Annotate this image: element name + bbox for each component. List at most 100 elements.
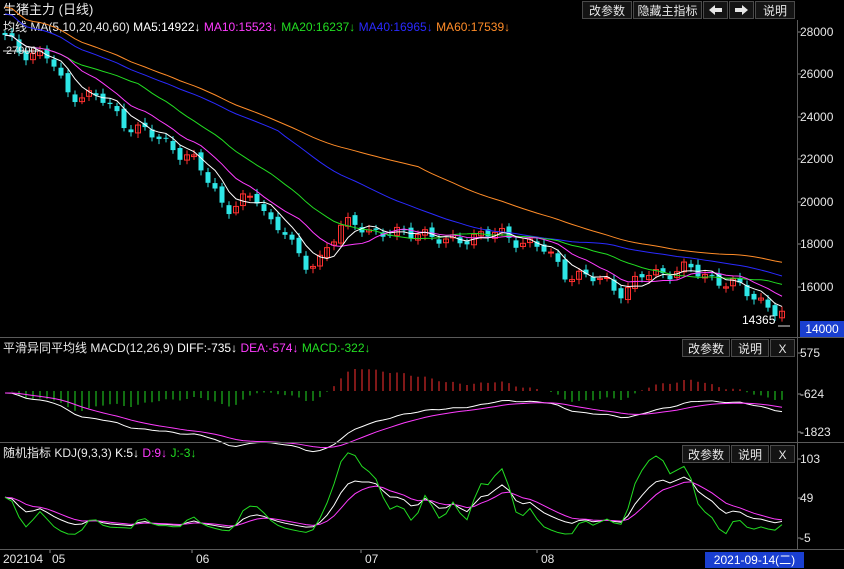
macd-macd-value: MACD:-322↓ — [301, 341, 371, 355]
ma-params: MA(5,10,20,40,60) — [30, 20, 130, 34]
change-params-button[interactable]: 改参数 — [582, 1, 632, 19]
candle-body — [65, 73, 71, 93]
price-axis-divider — [797, 20, 798, 549]
candle-body — [716, 273, 722, 286]
macd-histogram — [11, 369, 783, 411]
candle-body — [310, 265, 316, 269]
candle-body — [744, 284, 750, 297]
candle-body — [751, 293, 757, 300]
candle-body — [758, 297, 764, 301]
macd-diff-value: DIFF:-735↓ — [177, 341, 238, 355]
macd-legend: 平滑异同平均线 MACD(12,26,9) DIFF:-735↓ DEA:-57… — [3, 341, 371, 355]
candle-body — [268, 212, 274, 220]
candle-body — [597, 277, 603, 281]
ma10-line — [4, 34, 783, 297]
current-price-box: 14000 — [800, 321, 844, 337]
candle-body — [639, 274, 645, 278]
candle-body — [177, 148, 183, 160]
candle-body — [226, 205, 232, 215]
candle-body — [93, 93, 99, 96]
time-axis-divider — [0, 549, 844, 550]
candle-body — [695, 264, 701, 277]
candle-body — [352, 215, 358, 225]
help-button[interactable]: 说明 — [755, 1, 795, 19]
y-tick-26000: 26000 — [800, 67, 834, 81]
candle-body — [156, 136, 162, 140]
macd-y-tick-mid: -624 — [800, 387, 825, 401]
candle-body — [2, 32, 8, 36]
candle-body — [534, 241, 540, 247]
main-panel-divider — [0, 337, 844, 338]
candle-body — [737, 277, 743, 283]
candle-body — [233, 205, 239, 214]
y-tick-24000: 24000 — [800, 110, 834, 124]
candle-body — [555, 253, 561, 262]
candle-body — [443, 238, 449, 244]
candle-body — [709, 274, 715, 276]
kdj-params-button[interactable]: 改参数 — [682, 445, 730, 463]
candle-body — [520, 242, 526, 247]
time-label-06: 06 — [196, 552, 210, 566]
kdj-help-button[interactable]: 说明 — [731, 445, 769, 463]
candle-body — [289, 234, 295, 240]
macd-help-button[interactable]: 说明 — [731, 339, 769, 357]
candle-body — [170, 141, 176, 151]
candle-body — [198, 152, 204, 171]
kdj-legend: 随机指标 KDJ(9,3,3) K:5↓ D:9↓ J:-3↓ — [3, 446, 196, 460]
candlestick-series — [2, 28, 785, 322]
candle-body — [562, 259, 568, 280]
macd-params: MACD(12,26,9) — [90, 341, 174, 355]
candle-body — [723, 286, 729, 289]
arrow-left-icon[interactable] — [703, 1, 728, 19]
arrow-right-icon[interactable] — [729, 1, 754, 19]
candle-body — [128, 129, 134, 133]
candle-body — [646, 275, 652, 281]
kdj-j-value: J:-3↓ — [170, 446, 197, 460]
candle-body — [191, 154, 197, 158]
candle-body — [583, 269, 589, 275]
candle-body — [702, 273, 708, 279]
macd-close-button[interactable]: X — [770, 339, 795, 357]
candle-body — [261, 204, 267, 211]
candle-body — [429, 227, 435, 237]
candle-body — [660, 268, 666, 274]
kdj-d-value: D:9↓ — [142, 446, 168, 460]
ma5-value: MA5:14922↓ — [133, 20, 201, 34]
candle-body — [730, 278, 736, 287]
arrow-left-icon-glyph — [709, 5, 722, 15]
candle-body — [548, 251, 554, 254]
candle-body — [254, 193, 260, 204]
candle-body — [219, 186, 225, 203]
kdj-k-value: K:5↓ — [115, 446, 140, 460]
macd-params-button[interactable]: 改参数 — [682, 339, 730, 357]
ma5-line — [4, 34, 783, 307]
kdj-close-button[interactable]: X — [770, 445, 795, 463]
candle-body — [30, 52, 36, 61]
candle-body — [240, 193, 246, 207]
candle-body — [415, 234, 421, 241]
candle-body — [282, 232, 288, 235]
candle-body — [653, 269, 659, 276]
candle-body — [58, 67, 64, 76]
candle-body — [618, 288, 624, 299]
candle-body — [632, 275, 638, 289]
ma20-value: MA20:16237↓ — [281, 20, 356, 34]
y-tick-16000: 16000 — [800, 280, 834, 294]
candle-body — [625, 287, 631, 301]
candle-body — [373, 228, 379, 230]
candle-body — [135, 124, 141, 134]
candle-body — [303, 255, 309, 270]
candle-body — [611, 279, 617, 291]
candle-body — [79, 97, 85, 103]
candle-body — [485, 229, 491, 237]
candle-body — [247, 195, 253, 198]
candle-body — [275, 216, 281, 231]
candle-body — [51, 59, 57, 67]
ma40-value: MA40:16965↓ — [358, 20, 433, 34]
candle-body — [184, 154, 190, 161]
candle-body — [23, 51, 29, 61]
hide-main-indicator-button[interactable]: 隐藏主指标 — [633, 1, 702, 19]
candle-body — [114, 106, 120, 112]
candle-body — [765, 299, 771, 308]
